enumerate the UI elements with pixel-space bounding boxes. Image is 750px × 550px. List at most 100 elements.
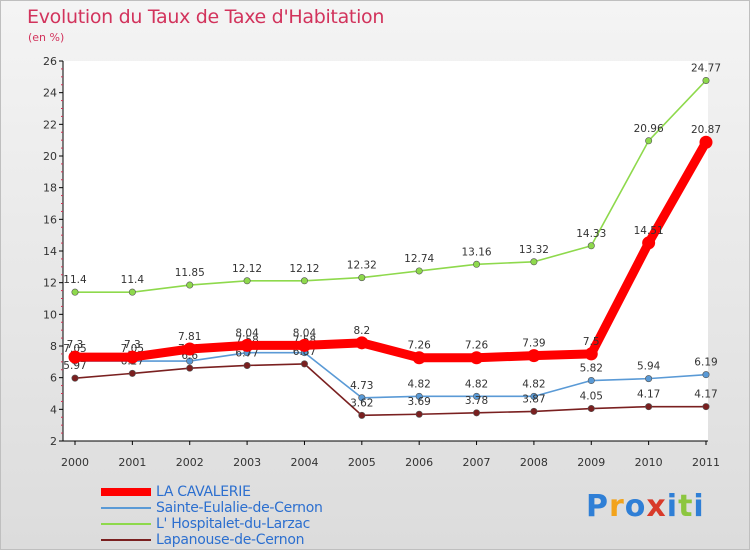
x-tick-label: 2004 xyxy=(290,456,318,469)
y-tick-label: 16 xyxy=(43,213,57,226)
data-point xyxy=(645,375,653,383)
data-point xyxy=(587,242,595,250)
series-2: 11.4 11.4 11.85 12.12 12.12 12.32 12.74 13.16 13… xyxy=(63,62,721,296)
data-point xyxy=(300,277,308,285)
plot-area xyxy=(63,61,708,441)
y-tick-label: 18 xyxy=(43,182,57,195)
data-label: 4.17 xyxy=(694,389,717,401)
data-label: 7.81 xyxy=(178,331,201,343)
y-tick-label: 12 xyxy=(43,277,57,290)
data-point xyxy=(128,369,136,377)
data-label: 12.12 xyxy=(289,263,319,275)
y-tick-label: 20 xyxy=(43,150,57,163)
legend-swatch xyxy=(101,523,151,525)
chart-title: Evolution du Taux de Taxe d'Habitation xyxy=(27,6,385,28)
data-point xyxy=(358,274,366,282)
data-label: 13.16 xyxy=(462,246,492,258)
data-point xyxy=(68,350,82,364)
series-1: 7.057.057.057.587.584.734.824.824.825.82… xyxy=(63,335,718,402)
data-point xyxy=(358,394,366,402)
data-label: 8.04 xyxy=(293,327,317,339)
data-label: 14.33 xyxy=(576,228,606,240)
data-point xyxy=(183,342,197,356)
data-point xyxy=(243,277,251,285)
series-line xyxy=(74,351,707,399)
data-label: 12.74 xyxy=(404,253,434,265)
data-label: 7.5 xyxy=(583,336,600,348)
x-tick-label: 2011 xyxy=(692,456,720,469)
data-label: 3.69 xyxy=(407,396,430,408)
y-tick-label: 26 xyxy=(43,55,57,68)
data-point xyxy=(702,403,710,411)
data-point xyxy=(128,288,136,296)
data-point xyxy=(587,405,595,413)
data-point xyxy=(699,135,713,149)
data-label: 8.04 xyxy=(235,327,259,339)
data-point xyxy=(473,409,481,417)
data-point xyxy=(645,403,653,411)
data-point xyxy=(186,364,194,372)
data-label: 4.82 xyxy=(407,378,430,390)
data-point xyxy=(300,360,308,368)
data-label: 4.17 xyxy=(637,389,660,401)
data-label: 7.26 xyxy=(407,340,431,352)
data-label: 4.73 xyxy=(350,380,373,392)
data-point xyxy=(71,288,79,296)
x-tick-label: 2010 xyxy=(635,456,663,469)
data-point xyxy=(358,411,366,419)
y-tick-label: 14 xyxy=(43,245,57,258)
data-point xyxy=(355,336,369,350)
x-tick-label: 2002 xyxy=(176,456,204,469)
legend-label: L' Hospitalet-du-Larzac xyxy=(156,516,311,532)
data-label: 4.82 xyxy=(522,378,545,390)
x-tick-label: 2008 xyxy=(520,456,548,469)
data-point xyxy=(243,361,251,369)
data-point xyxy=(415,392,423,400)
data-point xyxy=(415,267,423,275)
data-label: 13.32 xyxy=(519,244,549,256)
data-point xyxy=(186,281,194,289)
data-point xyxy=(702,371,710,379)
data-point xyxy=(530,392,538,400)
data-point xyxy=(412,351,426,365)
x-tick-label: 2003 xyxy=(233,456,261,469)
x-tick-label: 2007 xyxy=(463,456,491,469)
data-point xyxy=(530,407,538,415)
data-point xyxy=(587,377,595,385)
data-label: 12.12 xyxy=(232,263,262,275)
data-label: 7.39 xyxy=(522,338,545,350)
data-point xyxy=(297,338,311,352)
y-tick-label: 10 xyxy=(43,308,57,321)
data-point xyxy=(527,349,541,363)
x-tick-label: 2005 xyxy=(348,456,376,469)
data-point xyxy=(530,258,538,266)
series-0: 7.3 7.3 7.81 8.04 8.04 8.2 7.26 7.26 7.39 7.5 14.5… xyxy=(67,124,721,365)
series-line xyxy=(74,79,707,293)
x-tick-label: 2009 xyxy=(577,456,605,469)
data-label: 4.05 xyxy=(580,391,603,403)
data-label: 12.32 xyxy=(347,260,377,272)
data-point xyxy=(240,338,254,352)
data-point xyxy=(642,236,656,250)
data-label: 8.2 xyxy=(353,325,370,337)
data-point xyxy=(415,410,423,418)
y-tick-label: 2 xyxy=(50,435,57,448)
y-tick-label: 24 xyxy=(43,87,57,100)
legend-swatch xyxy=(101,488,151,496)
y-tick-label: 4 xyxy=(50,403,57,416)
data-point xyxy=(473,392,481,400)
y-unit-label: (en %) xyxy=(28,31,65,44)
data-point xyxy=(702,76,710,84)
series-3: 5.976.276.66.776.873.623.693.783.874.054… xyxy=(63,346,718,419)
data-point xyxy=(584,347,598,361)
data-label: 3.78 xyxy=(465,395,488,407)
series-line xyxy=(74,363,707,417)
data-point xyxy=(71,374,79,382)
y-tick-label: 22 xyxy=(43,118,57,131)
data-label: 7.3 xyxy=(124,339,141,351)
data-label: 11.85 xyxy=(175,267,205,279)
data-label: 5.82 xyxy=(580,363,603,375)
data-label: 11.4 xyxy=(63,274,87,286)
